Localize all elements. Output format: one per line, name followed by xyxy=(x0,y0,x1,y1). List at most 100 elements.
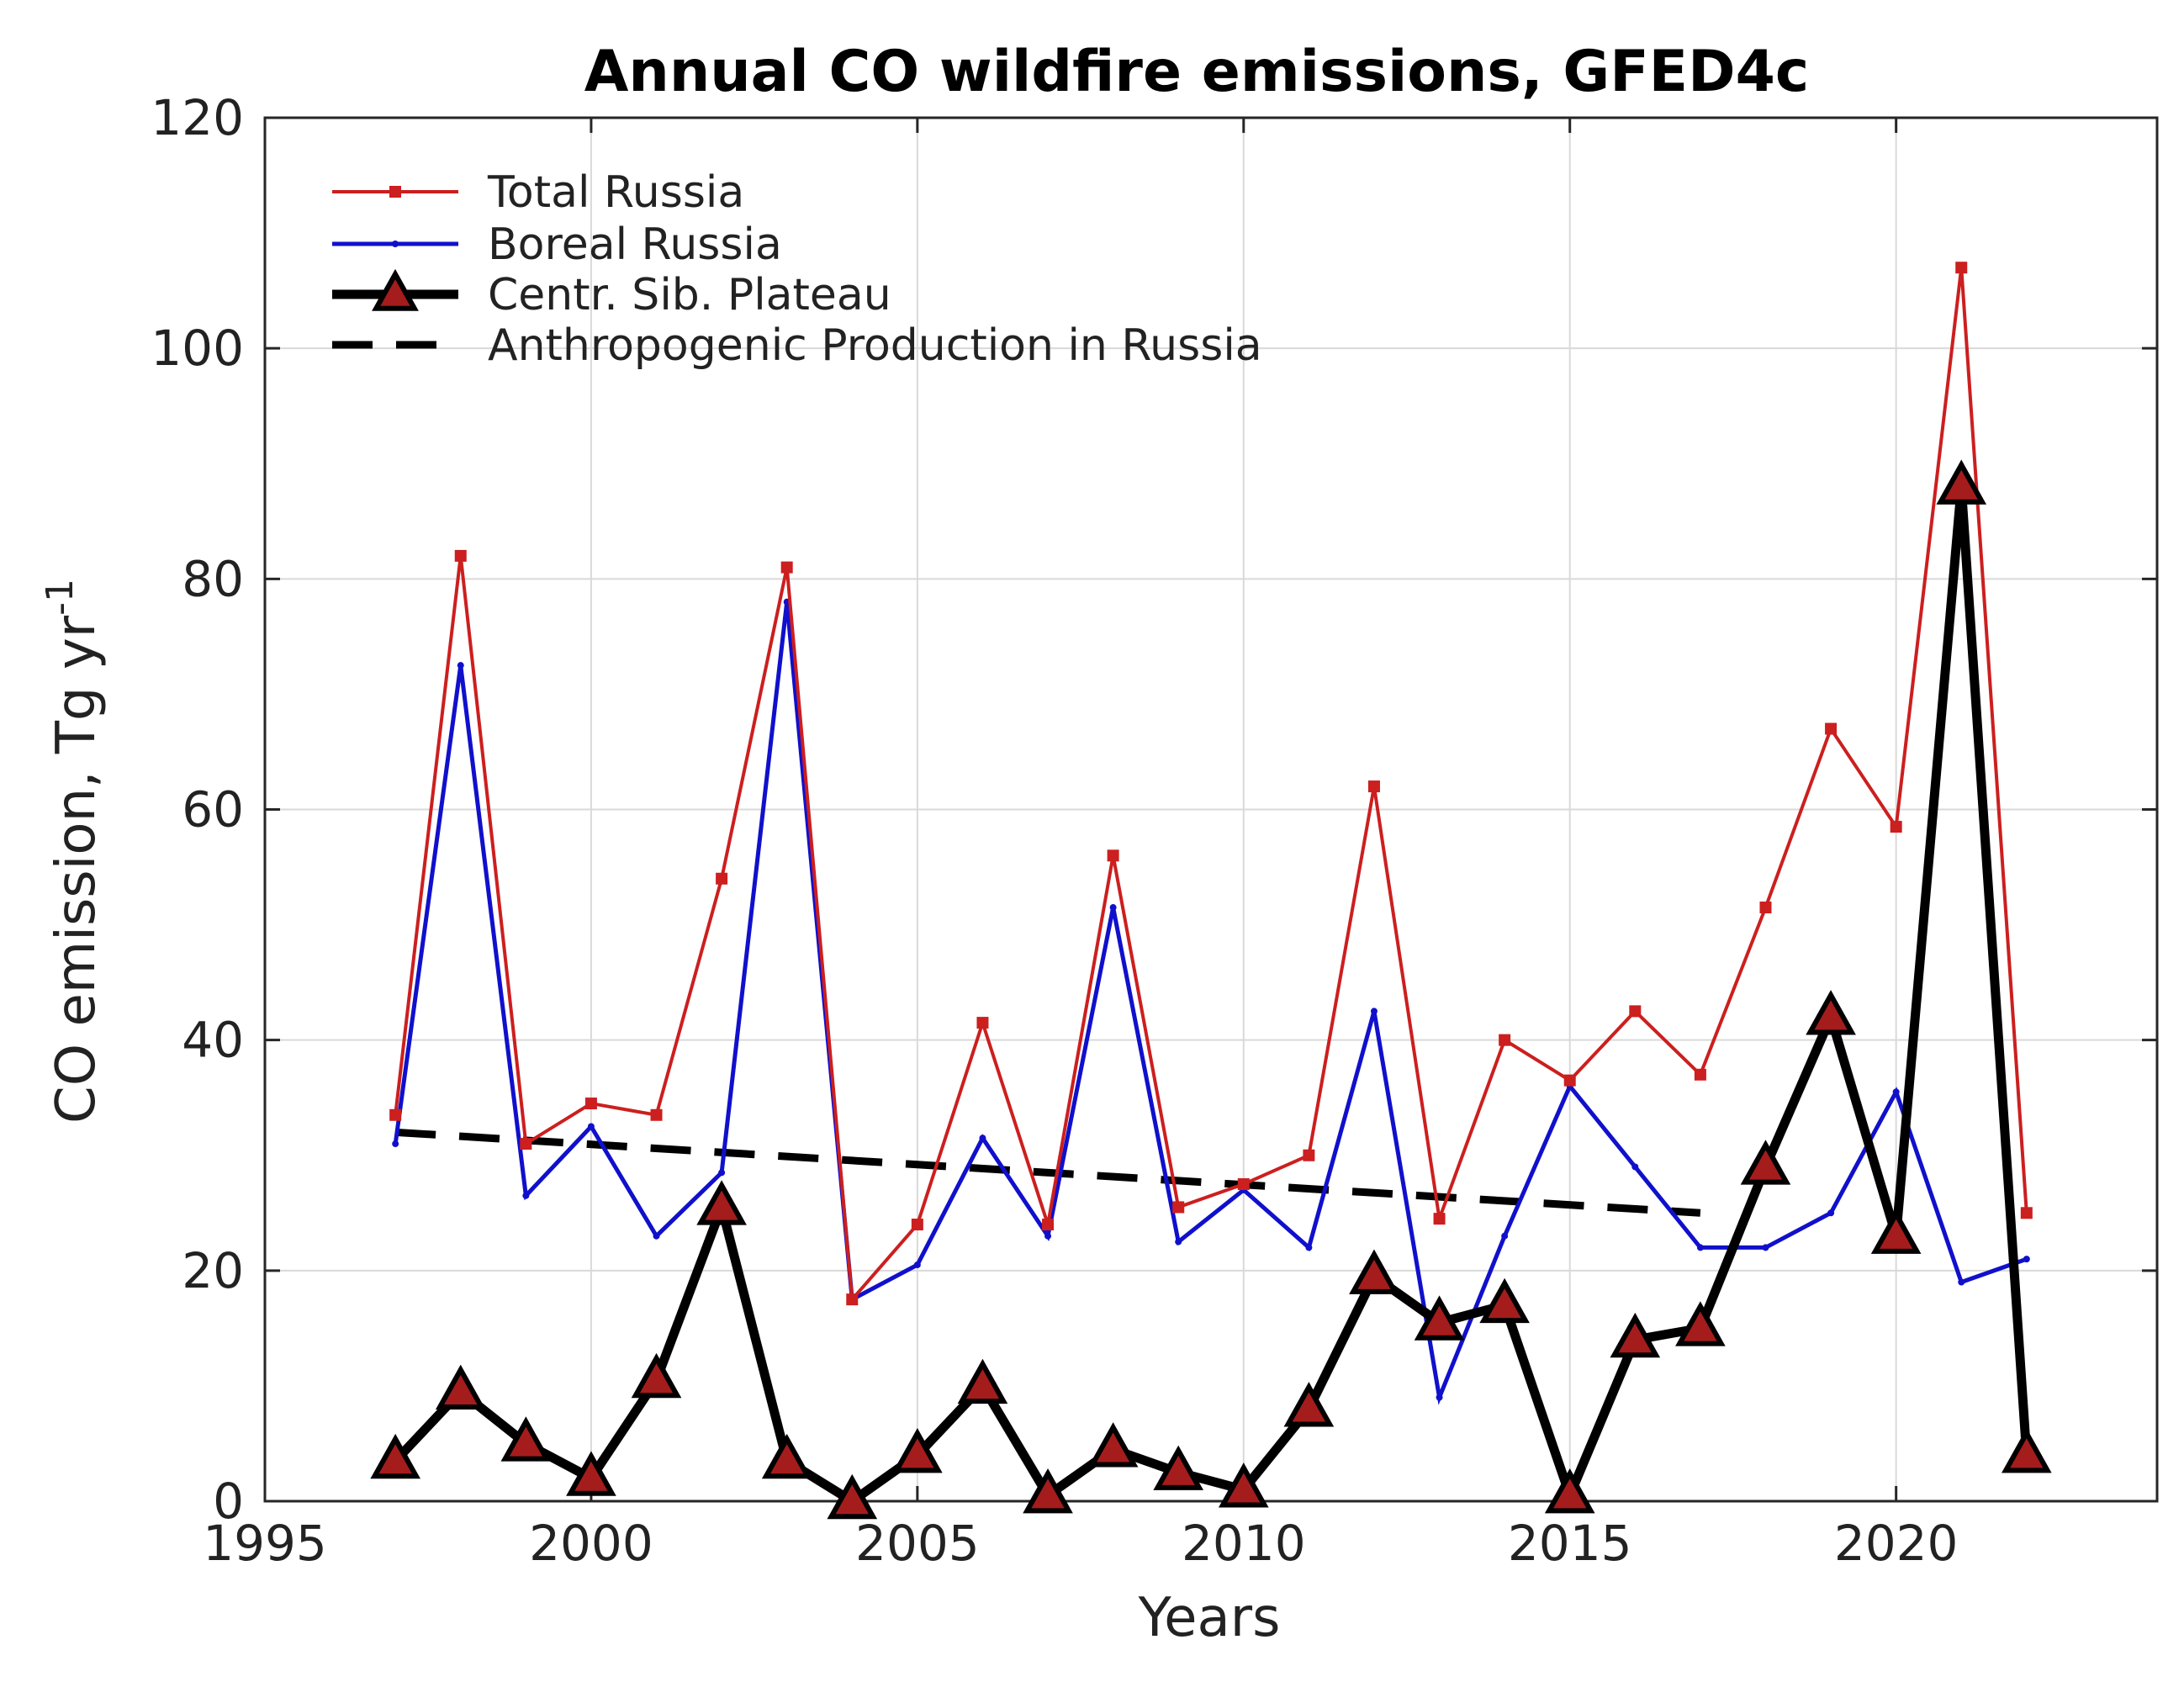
centr-sib-plateau-point xyxy=(1610,1312,1661,1358)
total-russia-point xyxy=(911,1219,923,1230)
centr-sib-plateau-point xyxy=(1349,1249,1399,1294)
total-russia-point xyxy=(1367,780,1380,793)
centr-sib-plateau-point xyxy=(1936,459,1987,505)
boreal-russia-point xyxy=(1762,1244,1769,1251)
total-russia-point xyxy=(454,549,467,562)
chart-title: Annual CO wildfire emissions, GFED4c xyxy=(584,39,1809,105)
total-russia-point xyxy=(1499,1034,1511,1046)
total-russia-point xyxy=(1433,1213,1446,1225)
boreal-russia-point xyxy=(1436,1394,1443,1401)
boreal-russia-point xyxy=(457,662,464,669)
total-russia-point xyxy=(1042,1219,1055,1230)
centr-sib-plateau-line xyxy=(392,482,2032,1506)
centr-sib-plateau-point xyxy=(761,1433,812,1479)
total-russia-point xyxy=(650,1108,663,1121)
legend-label: Centr. Sib. Plateau xyxy=(488,270,891,320)
total-russia-point xyxy=(1563,1074,1576,1087)
centr-sib-plateau-point xyxy=(957,1358,1008,1404)
legend-item: Total Russia xyxy=(332,167,744,218)
y-tick-label: 80 xyxy=(182,550,244,607)
total-russia-point xyxy=(389,1108,402,1121)
legend-label: Boreal Russia xyxy=(488,220,782,270)
total-russia-point xyxy=(1825,722,1838,735)
x-tick-label: 1995 xyxy=(203,1515,327,1572)
x-axis-label: Years xyxy=(1138,1587,1281,1649)
total-russia-point xyxy=(1172,1201,1185,1214)
boreal-russia-point xyxy=(1044,1232,1052,1240)
boreal-russia-point xyxy=(1501,1232,1509,1240)
total-russia-point xyxy=(520,1138,532,1150)
legend-item: Boreal Russia xyxy=(332,220,782,270)
series-centr-sib-plateau xyxy=(370,459,2052,1520)
boreal-russia-point xyxy=(1892,1088,1900,1096)
x-tick-label: 2015 xyxy=(1508,1515,1632,1572)
centr-sib-plateau-point xyxy=(696,1180,747,1225)
y-tick-label: 60 xyxy=(182,781,244,838)
centr-sib-plateau-point xyxy=(1870,1209,1922,1254)
total-russia-point xyxy=(716,872,728,885)
legend-item: Centr. Sib. Plateau xyxy=(332,268,891,320)
total-russia-point xyxy=(1955,262,1968,274)
boreal-russia-point xyxy=(2023,1256,2030,1263)
centr-sib-plateau-point xyxy=(1023,1468,1073,1514)
centr-sib-plateau-point xyxy=(1414,1295,1465,1341)
series-anthropogenic-production-in-russia xyxy=(394,1128,1701,1217)
boreal-russia-point xyxy=(1827,1209,1835,1217)
boreal-russia-point xyxy=(979,1135,986,1142)
total-russia-point xyxy=(2020,1207,2033,1219)
centr-sib-plateau-point xyxy=(1675,1301,1726,1346)
y-tick-label: 0 xyxy=(213,1473,244,1530)
series-boreal-russia xyxy=(392,598,2030,1405)
boreal-russia-point xyxy=(1958,1278,1965,1286)
centr-sib-plateau-point xyxy=(2002,1428,2052,1473)
legend-swatch-marker xyxy=(389,186,401,198)
boreal-russia-point xyxy=(1370,1008,1378,1015)
total-russia-point xyxy=(1694,1068,1706,1081)
total-russia-point xyxy=(584,1098,597,1110)
y-axis-label-main: CO emission, Tg yr xyxy=(45,615,108,1124)
boreal-russia-point xyxy=(1305,1244,1313,1251)
centr-sib-plateau-point xyxy=(1806,990,1856,1035)
centr-sib-plateau-point xyxy=(1087,1422,1139,1468)
boreal-russia-point xyxy=(587,1123,595,1130)
centr-sib-plateau-point xyxy=(892,1428,943,1473)
boreal-russia-point xyxy=(522,1192,530,1199)
legend-swatch-marker xyxy=(372,268,419,311)
centr-sib-plateau-point xyxy=(566,1451,616,1496)
x-tick-label: 2005 xyxy=(855,1515,980,1572)
centr-sib-plateau-point xyxy=(1283,1382,1335,1427)
boreal-russia-point xyxy=(1631,1163,1639,1171)
x-tick-label: 2020 xyxy=(1834,1515,1959,1572)
boreal-russia-line xyxy=(393,601,2028,1405)
y-tick-label: 120 xyxy=(151,89,244,146)
centr-sib-plateau-point xyxy=(435,1364,486,1410)
centr-sib-plateau-point xyxy=(1740,1140,1791,1185)
y-axis-label: CO emission, Tg yr-1 xyxy=(39,579,108,1124)
centr-sib-plateau-point xyxy=(1479,1277,1530,1324)
centr-sib-plateau-point xyxy=(500,1416,552,1462)
boreal-russia-point xyxy=(1696,1244,1704,1251)
total-russia-point xyxy=(1629,1005,1642,1018)
x-tick-label: 2010 xyxy=(1182,1515,1306,1572)
legend-item: Anthropogenic Production in Russia xyxy=(332,320,1262,371)
series-layer xyxy=(370,262,2052,1520)
y-tick-label: 100 xyxy=(151,320,244,377)
legend-label: Total Russia xyxy=(487,167,744,218)
boreal-russia-point xyxy=(653,1232,660,1240)
total-russia-point xyxy=(846,1293,859,1306)
y-tick-label: 20 xyxy=(182,1242,244,1299)
total-russia-point xyxy=(1759,902,1772,914)
total-russia-line xyxy=(394,267,2028,1304)
centr-sib-plateau-point xyxy=(1544,1468,1595,1514)
centr-sib-plateau-point xyxy=(1218,1462,1269,1508)
total-russia-point xyxy=(1890,821,1902,833)
series-total-russia xyxy=(389,262,2033,1306)
y-axis-label-superscript: -1 xyxy=(39,579,82,616)
boreal-russia-point xyxy=(913,1261,921,1268)
boreal-russia-point xyxy=(1109,904,1117,912)
y-tick-label: 40 xyxy=(182,1012,244,1069)
total-russia-point xyxy=(1303,1149,1315,1161)
boreal-russia-point xyxy=(718,1169,726,1177)
boreal-russia-point xyxy=(392,1140,399,1148)
